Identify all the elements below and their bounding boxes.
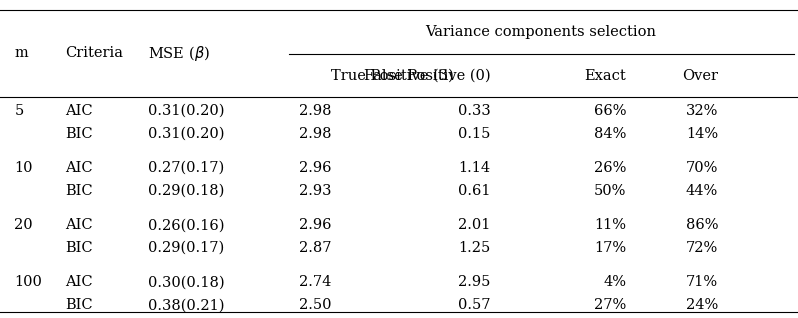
Text: False Positive (0): False Positive (0) <box>364 68 491 83</box>
Text: AIC: AIC <box>65 104 93 118</box>
Text: BIC: BIC <box>65 127 93 141</box>
Text: 70%: 70% <box>685 161 718 175</box>
Text: AIC: AIC <box>65 218 93 232</box>
Text: 2.93: 2.93 <box>298 184 331 198</box>
Text: 4%: 4% <box>603 275 626 289</box>
Text: BIC: BIC <box>65 241 93 255</box>
Text: 71%: 71% <box>686 275 718 289</box>
Text: 10: 10 <box>14 161 33 175</box>
Text: 1.25: 1.25 <box>459 241 491 255</box>
Text: 0.27(0.17): 0.27(0.17) <box>148 161 224 175</box>
Text: 44%: 44% <box>686 184 718 198</box>
Text: 0.57: 0.57 <box>458 298 491 312</box>
Text: 0.29(0.17): 0.29(0.17) <box>148 241 224 255</box>
Text: 2.96: 2.96 <box>298 218 331 232</box>
Text: MSE ($\beta$): MSE ($\beta$) <box>148 44 210 63</box>
Text: 66%: 66% <box>594 104 626 118</box>
Text: 2.96: 2.96 <box>298 161 331 175</box>
Text: 11%: 11% <box>595 218 626 232</box>
Text: 86%: 86% <box>685 218 718 232</box>
Text: 0.29(0.18): 0.29(0.18) <box>148 184 224 198</box>
Text: Exact: Exact <box>585 68 626 83</box>
Text: 0.26(0.16): 0.26(0.16) <box>148 218 224 232</box>
Text: 100: 100 <box>14 275 42 289</box>
Text: m: m <box>14 46 28 60</box>
Text: 0.31(0.20): 0.31(0.20) <box>148 104 224 118</box>
Text: 1.14: 1.14 <box>459 161 491 175</box>
Text: AIC: AIC <box>65 161 93 175</box>
Text: 2.50: 2.50 <box>298 298 331 312</box>
Text: 2.95: 2.95 <box>458 275 491 289</box>
Text: 2.87: 2.87 <box>298 241 331 255</box>
Text: 2.01: 2.01 <box>458 218 491 232</box>
Text: 0.30(0.18): 0.30(0.18) <box>148 275 224 289</box>
Text: 84%: 84% <box>594 127 626 141</box>
Text: 0.38(0.21): 0.38(0.21) <box>148 298 224 312</box>
Text: 72%: 72% <box>686 241 718 255</box>
Text: Over: Over <box>682 68 718 83</box>
Text: 50%: 50% <box>594 184 626 198</box>
Text: 5: 5 <box>14 104 24 118</box>
Text: 2.98: 2.98 <box>298 104 331 118</box>
Text: BIC: BIC <box>65 298 93 312</box>
Text: 17%: 17% <box>595 241 626 255</box>
Text: Variance components selection: Variance components selection <box>425 25 657 39</box>
Text: 32%: 32% <box>685 104 718 118</box>
Text: 0.15: 0.15 <box>458 127 491 141</box>
Text: 26%: 26% <box>594 161 626 175</box>
Text: 24%: 24% <box>686 298 718 312</box>
Text: 20: 20 <box>14 218 33 232</box>
Text: BIC: BIC <box>65 184 93 198</box>
Text: 27%: 27% <box>595 298 626 312</box>
Text: 2.74: 2.74 <box>298 275 331 289</box>
Text: Criteria: Criteria <box>65 46 124 60</box>
Text: 0.61: 0.61 <box>458 184 491 198</box>
Text: 2.98: 2.98 <box>298 127 331 141</box>
Text: True Positive (3): True Positive (3) <box>331 68 454 83</box>
Text: 0.33: 0.33 <box>458 104 491 118</box>
Text: 0.31(0.20): 0.31(0.20) <box>148 127 224 141</box>
Text: AIC: AIC <box>65 275 93 289</box>
Text: 14%: 14% <box>686 127 718 141</box>
